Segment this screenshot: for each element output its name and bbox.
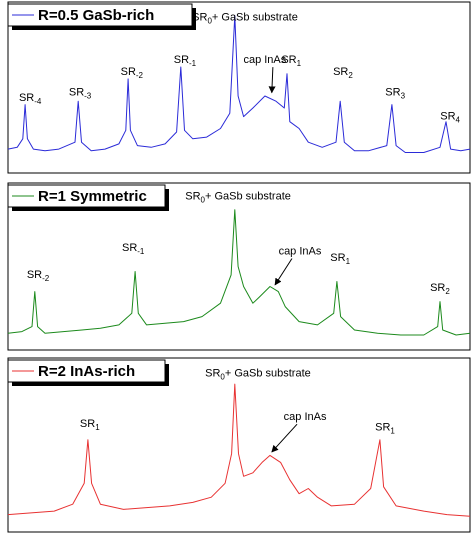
annotation: SR3 bbox=[385, 87, 405, 101]
legend-label: R=1 Symmetric bbox=[38, 188, 147, 205]
annotation-subscript: 1 bbox=[346, 257, 351, 266]
annotation-arrow bbox=[271, 423, 298, 453]
legend-box bbox=[7, 184, 166, 208]
annotation-text: SR bbox=[205, 368, 220, 380]
annotation: SR1 bbox=[281, 54, 301, 68]
plot-frame bbox=[7, 182, 471, 351]
annotation-text: SR bbox=[192, 11, 207, 23]
annotation-text: cap InAs bbox=[284, 411, 327, 423]
annotation-text: SR bbox=[80, 418, 95, 430]
annotation-arrow bbox=[274, 258, 293, 286]
annotation-subscript: 0 bbox=[207, 16, 212, 25]
annotation-text: SR bbox=[385, 87, 400, 99]
annotation: cap InAs bbox=[279, 245, 322, 257]
annotation: SR1 bbox=[375, 422, 395, 436]
annotation-text: SR bbox=[122, 242, 137, 254]
annotation-text: cap InAs bbox=[243, 54, 286, 66]
annotation-text: SR bbox=[281, 54, 296, 66]
annotation-arrow bbox=[268, 67, 276, 94]
annotation-subscript: 1 bbox=[390, 427, 395, 436]
legend-box bbox=[7, 3, 193, 27]
annotation-text: SR bbox=[333, 66, 348, 78]
plot-frame bbox=[7, 1, 471, 174]
annotation: SR1 bbox=[80, 418, 100, 432]
plot-frame bbox=[7, 357, 471, 533]
annotation-subscript: 1 bbox=[95, 423, 100, 432]
annotation-subscript: 1 bbox=[297, 59, 302, 68]
annotation-text: SR bbox=[185, 190, 200, 202]
annotation-subscript: -1 bbox=[189, 59, 197, 68]
annotation-text: SR bbox=[19, 92, 34, 104]
data-line bbox=[7, 383, 471, 517]
annotation: cap InAs bbox=[284, 411, 327, 423]
annotation: SR0+ GaSb substrate bbox=[192, 11, 298, 25]
annotation-text: SR bbox=[330, 252, 345, 264]
annotation-subscript: 3 bbox=[401, 92, 406, 101]
annotation-subscript: -2 bbox=[42, 274, 50, 283]
annotation: SR2 bbox=[430, 282, 450, 296]
annotation-text: SR bbox=[375, 422, 390, 434]
annotation: cap InAs bbox=[243, 54, 286, 66]
annotation: SR4 bbox=[440, 110, 460, 124]
annotation-suffix: + GaSb substrate bbox=[225, 368, 311, 380]
annotation-subscript: -1 bbox=[137, 247, 145, 256]
legend-label: R=2 InAs-rich bbox=[38, 363, 135, 380]
annotation-text: SR bbox=[27, 269, 42, 281]
annotation: SR-1 bbox=[122, 242, 145, 256]
annotation-subscript: 4 bbox=[456, 116, 461, 125]
annotation: SR-3 bbox=[69, 87, 92, 101]
annotation-subscript: -3 bbox=[84, 92, 92, 101]
annotation-text: SR bbox=[174, 54, 189, 66]
annotation-subscript: -4 bbox=[34, 97, 42, 106]
annotation: SR-1 bbox=[174, 54, 197, 68]
annotation-text: SR bbox=[121, 66, 136, 78]
annotation: SR0+ GaSb substrate bbox=[185, 190, 291, 204]
data-line bbox=[7, 15, 471, 153]
annotation: SR1 bbox=[330, 252, 350, 266]
annotation-text: SR bbox=[69, 87, 84, 99]
annotation-text: SR bbox=[440, 110, 455, 122]
legend-label: R=0.5 GaSb-rich bbox=[38, 7, 154, 24]
annotation: SR0+ GaSb substrate bbox=[205, 368, 311, 382]
annotation-subscript: 0 bbox=[220, 373, 225, 382]
data-line bbox=[7, 209, 471, 336]
annotation-subscript: 0 bbox=[201, 195, 206, 204]
annotation-text: cap InAs bbox=[279, 245, 322, 257]
annotation: SR-2 bbox=[27, 269, 50, 283]
annotation-subscript: 2 bbox=[348, 71, 353, 80]
annotation-subscript: -2 bbox=[136, 71, 144, 80]
annotation-subscript: 2 bbox=[445, 287, 450, 296]
annotation-text: SR bbox=[430, 282, 445, 294]
annotation-suffix: + GaSb substrate bbox=[212, 11, 298, 23]
annotation-suffix: + GaSb substrate bbox=[205, 190, 291, 202]
legend-box bbox=[7, 359, 166, 383]
annotation: SR-2 bbox=[121, 66, 144, 80]
annotation: SR2 bbox=[333, 66, 353, 80]
annotation: SR-4 bbox=[19, 92, 42, 106]
